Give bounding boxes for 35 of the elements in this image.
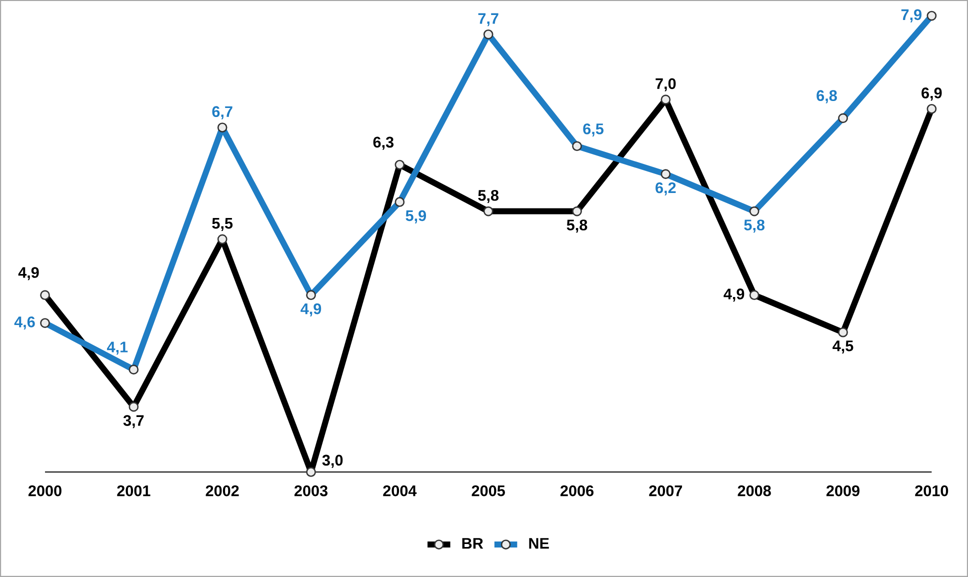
data-label: 7,7 [478, 13, 498, 26]
x-tick-label: 2001 [117, 485, 150, 496]
x-tick-label: 2004 [383, 485, 417, 496]
x-tick-label: 2003 [294, 485, 328, 496]
x-tick-label: 2008 [738, 485, 771, 496]
data-label: 3,0 [322, 454, 343, 468]
x-tick-label: 2002 [206, 485, 239, 496]
data-label: 4,9 [300, 303, 322, 316]
x-tick-label: 2010 [915, 485, 948, 496]
data-label: 4,9 [724, 288, 744, 302]
data-label: 5,8 [478, 190, 499, 204]
x-tick-label: 2006 [560, 485, 594, 496]
data-label: 5,5 [212, 218, 233, 231]
data-label: 6,3 [373, 136, 394, 150]
data-label: 3,7 [123, 415, 144, 428]
data-label: 7,0 [656, 78, 676, 92]
data-label: 4,5 [832, 340, 854, 354]
data-label: 6,7 [212, 106, 232, 120]
legend-label: BR [462, 538, 484, 549]
data-label: 5,8 [744, 220, 765, 233]
data-label: 6,5 [583, 123, 604, 137]
data-label: 4,6 [14, 316, 35, 330]
legend-label: NE [529, 538, 549, 549]
data-label: 6,2 [656, 182, 676, 196]
data-label: 6,9 [922, 88, 942, 101]
x-tick-label: 2005 [472, 485, 505, 496]
x-tick-label: 2000 [28, 485, 62, 496]
x-tick-label: 2009 [826, 485, 860, 496]
data-label: 4,1 [106, 342, 128, 355]
x-tick-label: 2007 [649, 485, 682, 496]
data-label: 7,9 [901, 9, 922, 22]
data-label: 5,9 [406, 210, 426, 224]
data-label: 4,9 [18, 267, 39, 280]
data-label: 5,8 [566, 220, 588, 233]
data-label: 6,8 [816, 90, 837, 104]
